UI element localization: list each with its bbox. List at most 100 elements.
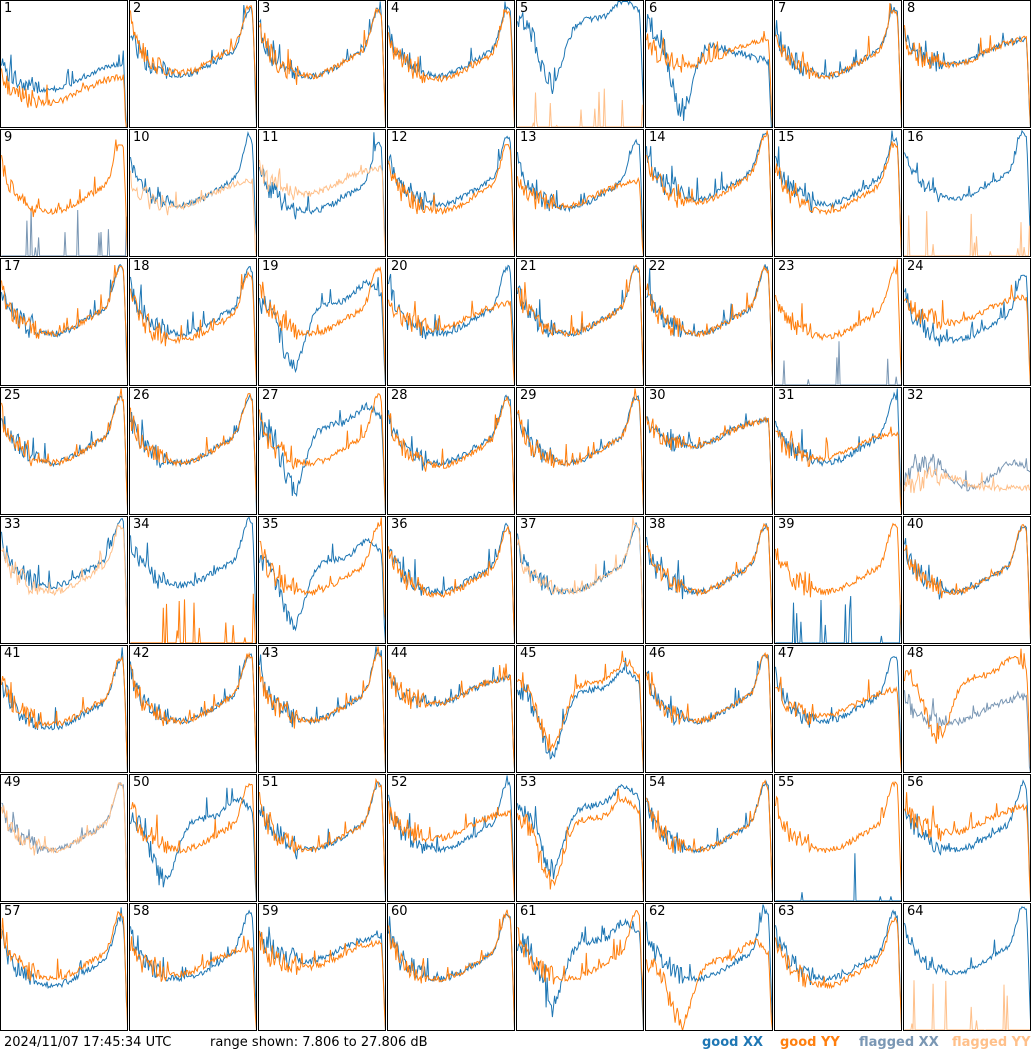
panel-number: 47 <box>778 646 795 661</box>
panel-54: 54 <box>645 774 773 902</box>
panel-plot-32 <box>904 453 1030 494</box>
series-yy-panel-13 <box>517 176 643 256</box>
series-yy-panel-39 <box>775 522 901 638</box>
panel-53: 53 <box>516 774 644 902</box>
panel-plot-37 <box>517 517 643 640</box>
series-yy-panel-36 <box>388 525 514 639</box>
series-xx-panel-21 <box>517 264 643 380</box>
panel-57: 57 <box>0 903 128 1031</box>
panel-plot-47 <box>775 656 901 772</box>
panel-number: 17 <box>4 259 21 274</box>
series-xx-panel-20 <box>388 264 514 379</box>
panel-number: 29 <box>520 388 537 403</box>
panel-plot-3 <box>259 1 385 125</box>
panel-60: 60 <box>387 903 515 1031</box>
series-yy-panel-59 <box>259 930 385 1030</box>
panel-number: 61 <box>520 904 537 919</box>
panel-28: 28 <box>387 387 515 515</box>
panel-48: 48 <box>903 645 1031 773</box>
panel-number: 24 <box>907 259 924 274</box>
series-xx-panel-3 <box>259 1 385 124</box>
series-xx-panel-38 <box>646 523 772 639</box>
series-yy-panel-54 <box>646 779 772 894</box>
panel-21: 21 <box>516 258 644 386</box>
panel-52: 52 <box>387 774 515 902</box>
series-xx-panel-48 <box>904 690 1030 772</box>
panel-plot-45 <box>517 650 643 772</box>
panel-5: 5 <box>516 0 644 128</box>
series-yy-panel-30 <box>646 416 772 512</box>
panel-number: 53 <box>520 775 537 790</box>
panel-plot-63 <box>775 909 901 1030</box>
series-yy-panel-2 <box>130 4 256 119</box>
panel-23: 23 <box>774 258 902 386</box>
panel-number: 49 <box>4 775 21 790</box>
footer-bar: 2024/11/07 17:45:34 UTC range shown: 7.8… <box>0 1034 1033 1053</box>
panel-plot-25 <box>1 388 127 510</box>
series-yy-panel-26 <box>130 392 256 504</box>
panel-plot-29 <box>517 388 643 511</box>
panel-plot-34 <box>130 517 256 643</box>
panel-number: 9 <box>4 130 13 145</box>
panel-41: 41 <box>0 645 128 773</box>
panel-number: 27 <box>262 388 279 403</box>
panel-47: 47 <box>774 645 902 773</box>
series-yy-panel-47 <box>775 676 901 772</box>
series-yy-panel-43 <box>259 646 385 770</box>
panel-18: 18 <box>129 258 257 386</box>
panel-plot-21 <box>517 264 643 381</box>
panel-number: 52 <box>391 775 408 790</box>
panel-number: 35 <box>262 517 279 532</box>
panel-plot-19 <box>259 266 385 385</box>
series-yy-panel-40 <box>904 523 1030 640</box>
panel-plot-40 <box>904 523 1030 642</box>
panel-1: 1 <box>0 0 128 128</box>
series-yy-panel-3 <box>259 7 385 125</box>
series-yy-panel-38 <box>646 522 772 640</box>
panel-64: 64 <box>903 903 1031 1031</box>
panel-number: 50 <box>133 775 150 790</box>
panel-plot-16 <box>904 130 1030 256</box>
panel-number: 38 <box>649 517 666 532</box>
panel-plot-7 <box>775 3 901 126</box>
panel-number: 63 <box>778 904 795 919</box>
panel-plot-49 <box>1 781 127 898</box>
series-xx-panel-12 <box>388 135 514 250</box>
panel-number: 55 <box>778 775 795 790</box>
panel-20: 20 <box>387 258 515 386</box>
panel-42: 42 <box>129 645 257 773</box>
panel-4: 4 <box>387 0 515 128</box>
panel-number: 19 <box>262 259 279 274</box>
series-xx-panel-40 <box>904 525 1030 642</box>
panel-number: 10 <box>133 130 150 145</box>
series-xx-panel-54 <box>646 780 772 895</box>
panel-7: 7 <box>774 0 902 128</box>
panel-2: 2 <box>129 0 257 128</box>
legend-flagged-xx: flagged XX <box>859 1035 939 1050</box>
panel-number: 16 <box>907 130 924 145</box>
panel-number: 36 <box>391 517 408 532</box>
series-xx-panel-59 <box>259 926 385 1030</box>
panel-number: 32 <box>907 388 924 403</box>
series-xx-panel-31 <box>775 388 901 508</box>
panel-14: 14 <box>645 129 773 257</box>
series-xx-panel-8 <box>904 28 1030 127</box>
panel-3: 3 <box>258 0 386 128</box>
series-xx-panel-35 <box>259 537 385 643</box>
panel-plot-35 <box>259 517 385 643</box>
series-yy-panel-46 <box>646 652 772 769</box>
panel-number: 62 <box>649 904 666 919</box>
panel-59: 59 <box>258 903 386 1031</box>
panel-6: 6 <box>645 0 773 128</box>
panel-plot-28 <box>388 394 514 514</box>
series-xx-panel-39 <box>775 595 901 643</box>
panel-number: 6 <box>649 1 658 16</box>
series-yy-panel-34 <box>130 593 256 643</box>
series-yy-panel-18 <box>130 270 256 385</box>
panel-plot-55 <box>775 781 901 901</box>
series-yy-panel-28 <box>388 395 514 514</box>
series-yy-panel-35 <box>259 517 385 621</box>
series-xx-panel-7 <box>775 3 901 126</box>
panel-51: 51 <box>258 774 386 902</box>
panel-number: 2 <box>133 1 142 16</box>
